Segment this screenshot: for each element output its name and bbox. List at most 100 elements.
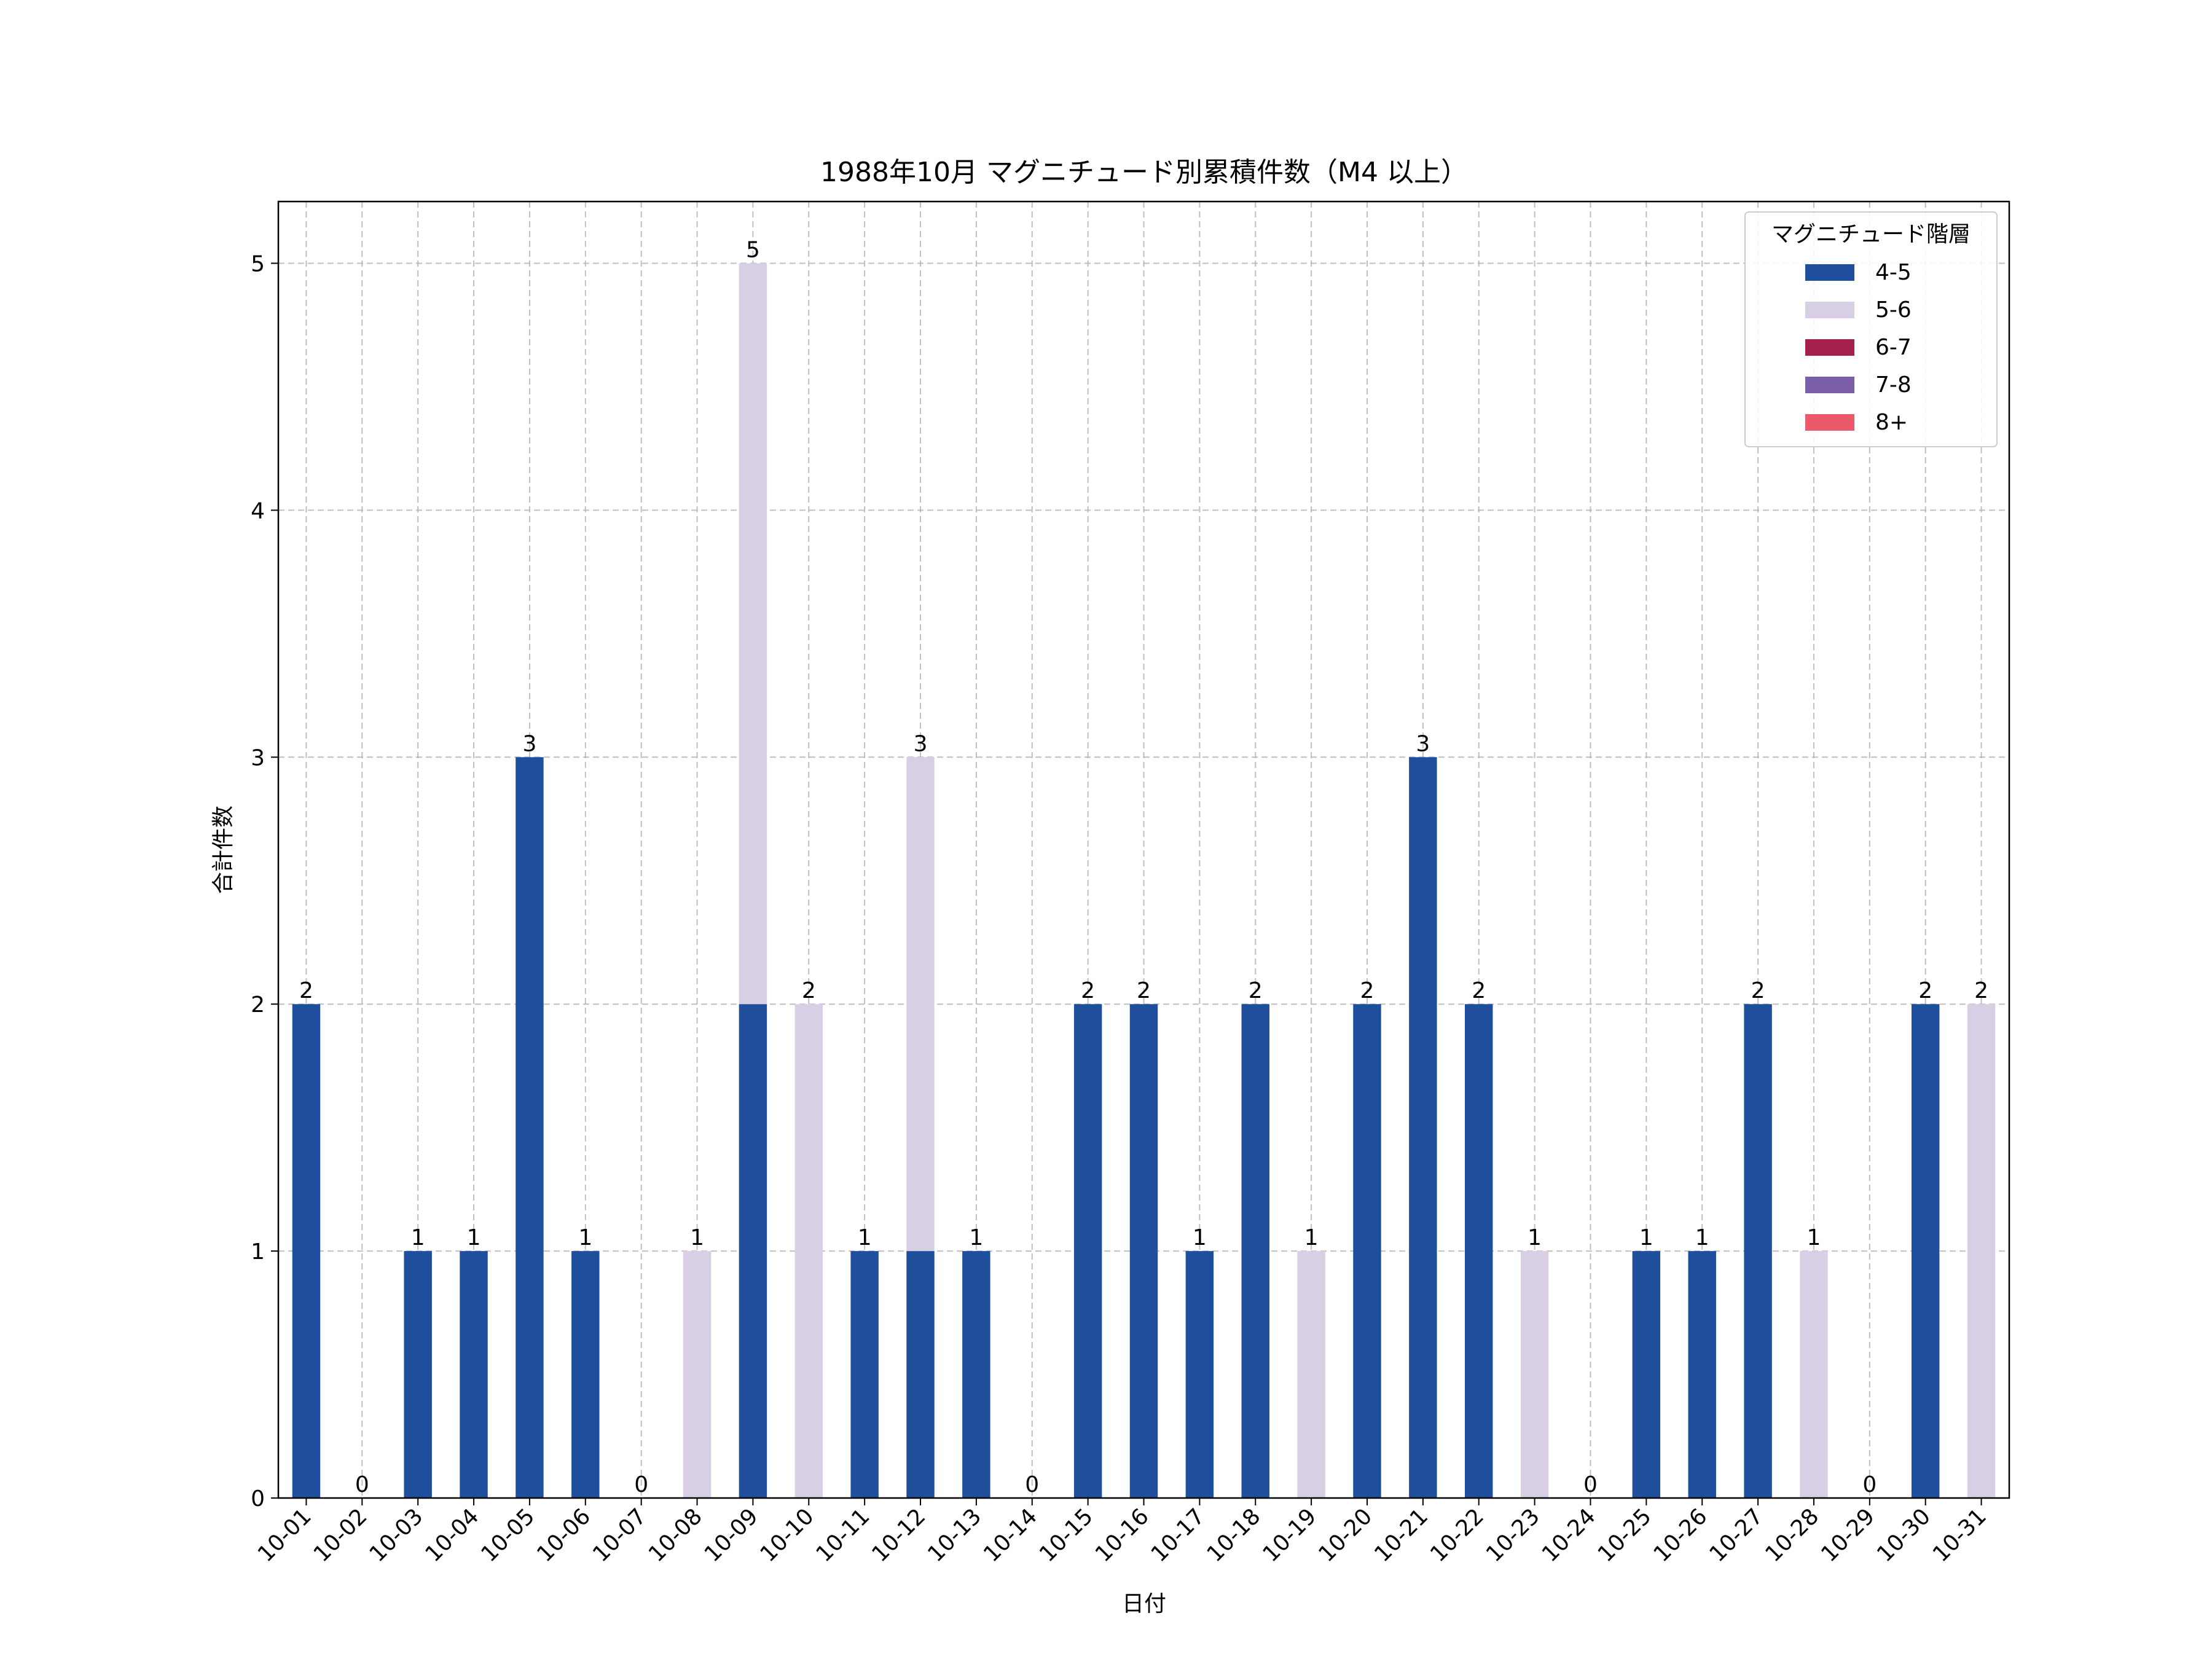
bar-segment-5-6 xyxy=(1800,1251,1828,1498)
bar-segment-4-5 xyxy=(1688,1251,1716,1498)
y-tick-label: 4 xyxy=(251,498,265,524)
legend-label-4-5: 4-5 xyxy=(1875,260,1912,285)
bar-segment-4-5 xyxy=(1409,757,1437,1498)
chart-title: 1988年10月 マグニチュード別累積件数（M4 以上） xyxy=(820,157,1468,188)
bar-segment-4-5 xyxy=(739,1004,767,1498)
bar-segment-4-5 xyxy=(850,1251,879,1498)
legend: マグニチュード階層 4-5 5-6 6-7 7-8 8+ xyxy=(1744,211,1998,447)
legend-swatch-8+ xyxy=(1805,414,1854,431)
bar-segment-5-6 xyxy=(683,1251,712,1498)
bars-group xyxy=(292,263,1996,1498)
legend-label-7-8: 7-8 xyxy=(1875,372,1912,398)
bar-segment-4-5 xyxy=(460,1251,488,1498)
legend-swatch-5-6 xyxy=(1805,302,1854,318)
legend-box xyxy=(1744,211,1998,447)
x-tick-label: 10-16 xyxy=(1091,1504,1154,1567)
bar-total-label: 1 xyxy=(969,1225,983,1250)
x-tick-label: 10-28 xyxy=(1760,1504,1824,1567)
x-tick-label: 10-04 xyxy=(420,1504,484,1567)
x-axis-label: 日付 xyxy=(1122,1591,1166,1617)
bar-segment-4-5 xyxy=(1911,1004,1940,1498)
legend-label-8+: 8+ xyxy=(1875,410,1908,435)
x-tick-label: 10-17 xyxy=(1147,1504,1210,1567)
x-tick-label: 10-26 xyxy=(1649,1504,1712,1567)
y-tick-label: 1 xyxy=(251,1239,265,1265)
x-tick-label: 10-09 xyxy=(700,1504,763,1567)
bar-total-label: 0 xyxy=(1025,1472,1039,1497)
x-axis: 10-0110-0210-0310-0410-0510-0610-0710-08… xyxy=(253,1498,1991,1567)
x-tick-label: 10-08 xyxy=(644,1504,707,1567)
x-tick-label: 10-24 xyxy=(1537,1504,1601,1567)
bar-total-label: 0 xyxy=(634,1472,648,1497)
bar-total-label: 2 xyxy=(1249,978,1263,1003)
bar-segment-4-5 xyxy=(1073,1004,1102,1498)
bar-total-label: 3 xyxy=(522,731,536,756)
x-tick-label: 10-06 xyxy=(532,1504,595,1567)
bar-segment-4-5 xyxy=(1185,1251,1214,1498)
bar-total-label: 2 xyxy=(1472,978,1486,1003)
legend-title: マグニチュード階層 xyxy=(1771,222,1971,247)
y-tick-label: 2 xyxy=(251,992,265,1018)
bar-segment-5-6 xyxy=(1297,1251,1325,1498)
x-tick-label: 10-18 xyxy=(1202,1504,1266,1567)
x-tick-label: 10-25 xyxy=(1593,1504,1657,1567)
y-tick-label: 3 xyxy=(251,745,265,771)
x-tick-label: 10-23 xyxy=(1481,1504,1545,1567)
legend-swatch-6-7 xyxy=(1805,339,1854,356)
x-tick-label: 10-30 xyxy=(1872,1504,1936,1567)
bar-total-label: 1 xyxy=(467,1225,481,1250)
y-tick-label: 5 xyxy=(251,251,265,276)
x-tick-label: 10-03 xyxy=(365,1504,428,1567)
bar-segment-5-6 xyxy=(906,757,935,1252)
x-tick-label: 10-01 xyxy=(253,1504,316,1567)
x-tick-label: 10-05 xyxy=(476,1504,539,1567)
bar-segment-4-5 xyxy=(1241,1004,1269,1498)
bar-total-label: 2 xyxy=(1974,978,1988,1003)
bar-total-label: 1 xyxy=(858,1225,872,1250)
bar-total-label: 1 xyxy=(1193,1225,1207,1250)
bar-total-label: 0 xyxy=(355,1472,369,1497)
legend-swatch-7-8 xyxy=(1805,377,1854,393)
bar-total-label: 2 xyxy=(802,978,816,1003)
bar-segment-5-6 xyxy=(739,263,767,1005)
bar-total-label: 2 xyxy=(299,978,313,1003)
bar-total-label: 5 xyxy=(746,237,760,262)
bar-segment-4-5 xyxy=(292,1004,321,1498)
legend-items: 4-5 5-6 6-7 7-8 8+ xyxy=(1805,260,1912,435)
x-tick-label: 10-19 xyxy=(1258,1504,1322,1567)
x-tick-label: 10-22 xyxy=(1426,1504,1489,1567)
legend-label-6-7: 6-7 xyxy=(1875,335,1912,360)
bar-total-label: 2 xyxy=(1360,978,1375,1003)
bar-segment-5-6 xyxy=(794,1004,823,1498)
bar-total-label: 2 xyxy=(1918,978,1932,1003)
bar-segment-4-5 xyxy=(906,1251,935,1498)
bar-total-label: 1 xyxy=(1528,1225,1542,1250)
bar-total-label: 1 xyxy=(690,1225,704,1250)
x-tick-label: 10-27 xyxy=(1704,1504,1768,1567)
x-tick-label: 10-12 xyxy=(867,1504,930,1567)
x-tick-label: 10-07 xyxy=(588,1504,651,1567)
bar-segment-5-6 xyxy=(1967,1004,1996,1498)
bar-segment-4-5 xyxy=(571,1251,600,1498)
x-tick-label: 10-11 xyxy=(812,1504,875,1567)
bar-total-label: 1 xyxy=(1304,1225,1319,1250)
y-axis-label: 合計件数 xyxy=(211,806,236,894)
bar-total-label: 0 xyxy=(1583,1472,1598,1497)
x-tick-label: 10-31 xyxy=(1928,1504,1991,1567)
bar-segment-4-5 xyxy=(1465,1004,1493,1498)
bar-total-label: 1 xyxy=(1639,1225,1653,1250)
bar-segment-4-5 xyxy=(1129,1004,1158,1498)
bar-total-label: 1 xyxy=(411,1225,425,1250)
x-tick-label: 10-15 xyxy=(1035,1504,1098,1567)
bar-total-label: 0 xyxy=(1862,1472,1877,1497)
y-tick-label: 0 xyxy=(251,1486,265,1512)
bar-total-label: 2 xyxy=(1081,978,1095,1003)
legend-swatch-4-5 xyxy=(1805,264,1854,281)
bar-segment-4-5 xyxy=(516,757,544,1498)
bar-segment-4-5 xyxy=(404,1251,432,1498)
bar-total-label: 3 xyxy=(914,731,928,756)
bar-total-label: 3 xyxy=(1416,731,1430,756)
x-tick-label: 10-20 xyxy=(1314,1504,1377,1567)
x-tick-label: 10-21 xyxy=(1370,1504,1433,1567)
